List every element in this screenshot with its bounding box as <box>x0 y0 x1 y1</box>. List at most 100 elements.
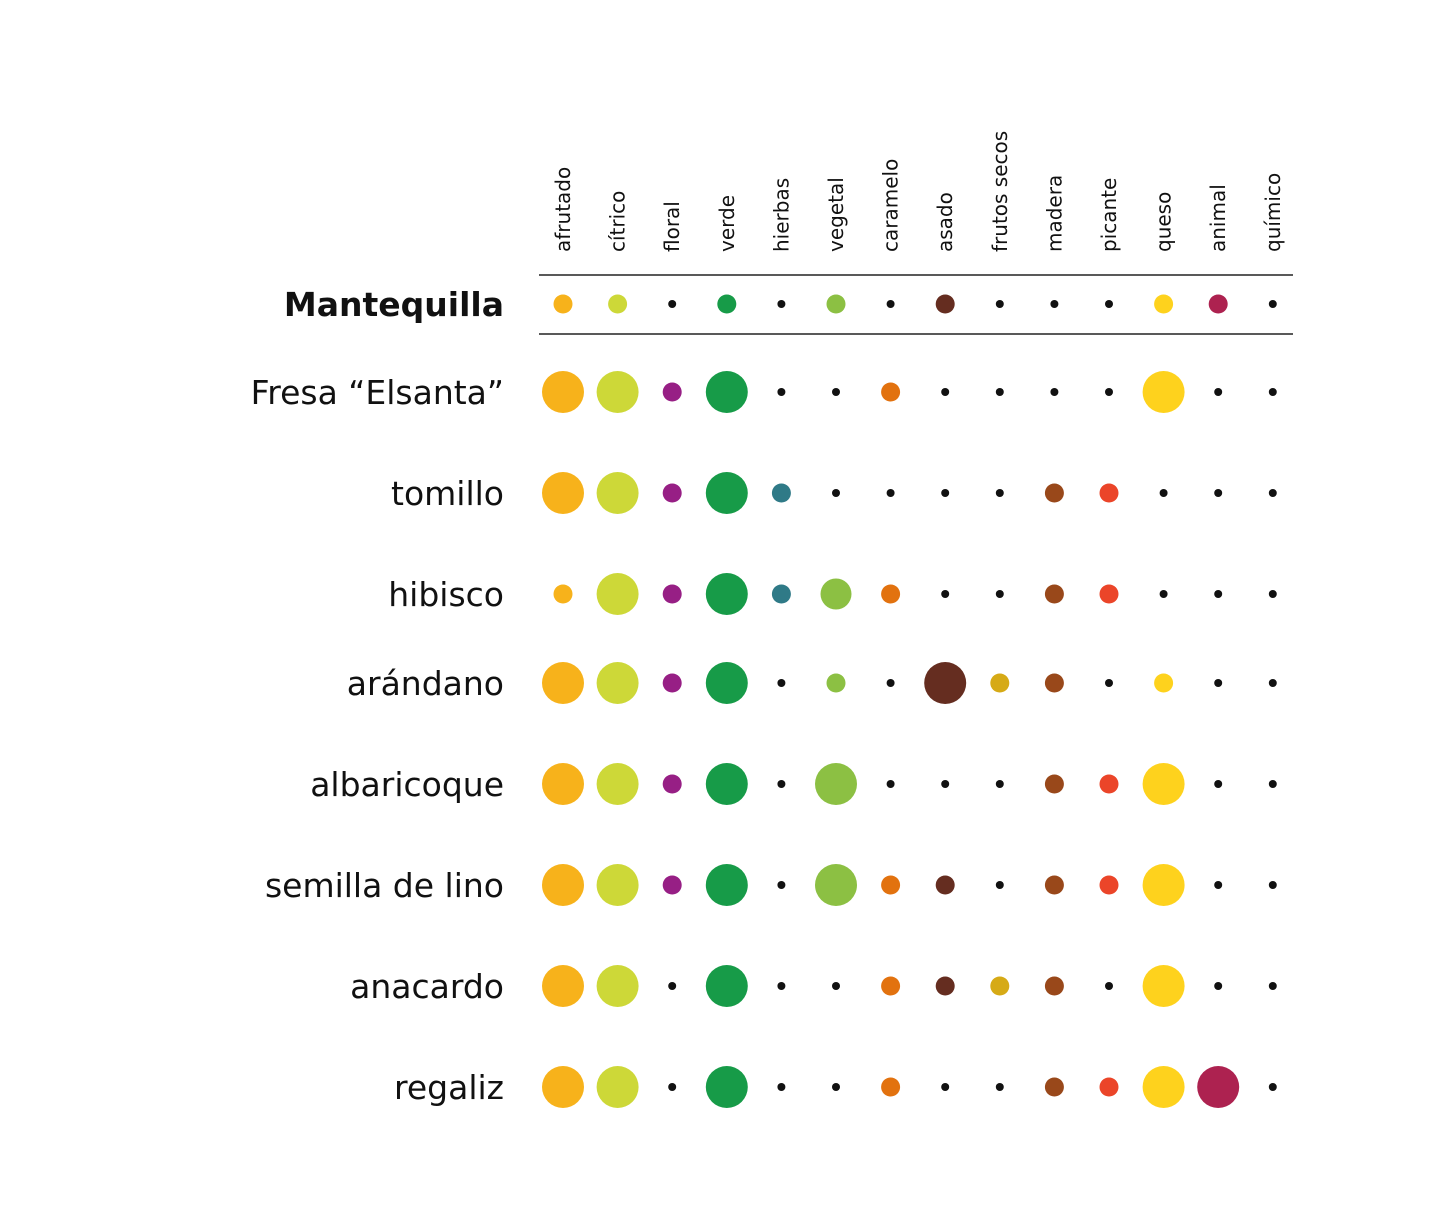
row-label: Fresa “Elsanta” <box>251 373 504 412</box>
data-dot <box>705 472 748 514</box>
data-dot <box>771 584 791 604</box>
data-dot <box>662 774 682 794</box>
data-dot <box>826 673 846 693</box>
data-dot <box>941 590 950 598</box>
data-dot <box>1214 982 1223 990</box>
row-label: regaliz <box>394 1068 504 1107</box>
data-dot <box>705 371 748 413</box>
base-dot <box>886 300 895 308</box>
data-dot <box>542 472 584 514</box>
data-dot <box>596 1066 639 1108</box>
data-dot <box>1214 590 1223 598</box>
data-dot <box>1044 1077 1064 1097</box>
column-label: caramelo <box>879 159 903 252</box>
data-dot <box>1268 1083 1277 1091</box>
data-dot <box>1268 679 1277 687</box>
data-dot <box>1105 388 1113 396</box>
row-label: albaricoque <box>310 765 504 804</box>
data-dot <box>1268 982 1277 990</box>
data-dot <box>596 472 639 514</box>
data-dot <box>662 382 682 402</box>
base-dot <box>1208 294 1228 314</box>
data-dot <box>995 1083 1004 1091</box>
column-label: verde <box>715 195 739 252</box>
data-dot <box>1214 489 1223 497</box>
column-labels: afrutado cítrico floral verde hierbas vegetal… <box>551 131 1285 252</box>
base-dot <box>935 294 955 314</box>
row-labels: Mantequilla Fresa “Elsanta” tomillo hibisco… <box>251 285 504 1107</box>
column-label: cítrico <box>606 191 630 252</box>
data-dot <box>1105 982 1113 990</box>
data-dot <box>668 1083 677 1091</box>
data-dot <box>1268 881 1277 889</box>
data-dot <box>881 1077 901 1097</box>
data-dot <box>1044 774 1064 794</box>
data-dot <box>941 780 950 788</box>
data-dot <box>941 489 950 497</box>
column-label: asado <box>933 192 957 252</box>
row-label: arándano <box>347 664 504 703</box>
column-label: animal <box>1206 184 1230 252</box>
data-dot <box>1044 875 1064 895</box>
base-dot <box>717 294 737 314</box>
data-dot <box>1142 371 1185 413</box>
base-dot <box>1154 294 1174 314</box>
data-dot <box>705 573 748 615</box>
data-dot <box>1099 584 1119 604</box>
data-dot <box>832 982 840 990</box>
column-label: vegetal <box>824 177 848 252</box>
row-label: tomillo <box>391 474 504 513</box>
base-row-label: Mantequilla <box>284 285 504 324</box>
data-dot <box>886 780 895 788</box>
data-dot <box>881 382 901 402</box>
data-dot <box>1268 590 1277 598</box>
data-dot <box>1159 489 1168 497</box>
column-label: queso <box>1152 192 1176 252</box>
row-label: hibisco <box>388 575 504 614</box>
data-dot <box>1050 388 1059 396</box>
data-dot <box>995 590 1004 598</box>
data-dot <box>1142 965 1185 1007</box>
base-dot <box>826 294 846 314</box>
data-dot <box>596 371 639 413</box>
base-dot <box>553 294 573 314</box>
data-dot <box>777 1083 786 1091</box>
data-dot <box>935 875 955 895</box>
data-dot <box>777 982 786 990</box>
data-dot <box>777 780 786 788</box>
column-label: frutos secos <box>988 131 1012 252</box>
data-dot <box>990 976 1010 996</box>
data-dot <box>1268 780 1277 788</box>
data-dot <box>1105 679 1113 687</box>
column-label: madera <box>1042 175 1066 252</box>
data-dot <box>1142 1066 1185 1108</box>
data-dot <box>815 864 857 906</box>
data-dot <box>1099 1077 1119 1097</box>
data-dot <box>771 483 791 503</box>
data-dot <box>596 573 639 615</box>
data-dot <box>881 584 901 604</box>
data-dot <box>886 679 895 687</box>
data-dot <box>1142 864 1185 906</box>
column-label: floral <box>660 201 684 252</box>
base-dot <box>1105 300 1113 308</box>
data-dot <box>1044 673 1064 693</box>
data-dot <box>1268 489 1277 497</box>
data-dot <box>886 489 895 497</box>
data-dot <box>662 483 682 503</box>
data-dot <box>832 489 840 497</box>
base-dot <box>608 294 628 314</box>
data-dot <box>995 780 1004 788</box>
data-dot <box>542 371 584 413</box>
data-dot <box>1142 763 1185 805</box>
column-label: afrutado <box>551 167 575 252</box>
data-dot <box>662 673 682 693</box>
data-dot <box>815 763 857 805</box>
data-dot <box>924 662 967 704</box>
data-dot <box>1099 483 1119 503</box>
data-dot <box>662 584 682 604</box>
base-dot <box>777 300 786 308</box>
data-dot <box>777 881 786 889</box>
data-dot <box>662 875 682 895</box>
column-label: picante <box>1097 178 1121 252</box>
